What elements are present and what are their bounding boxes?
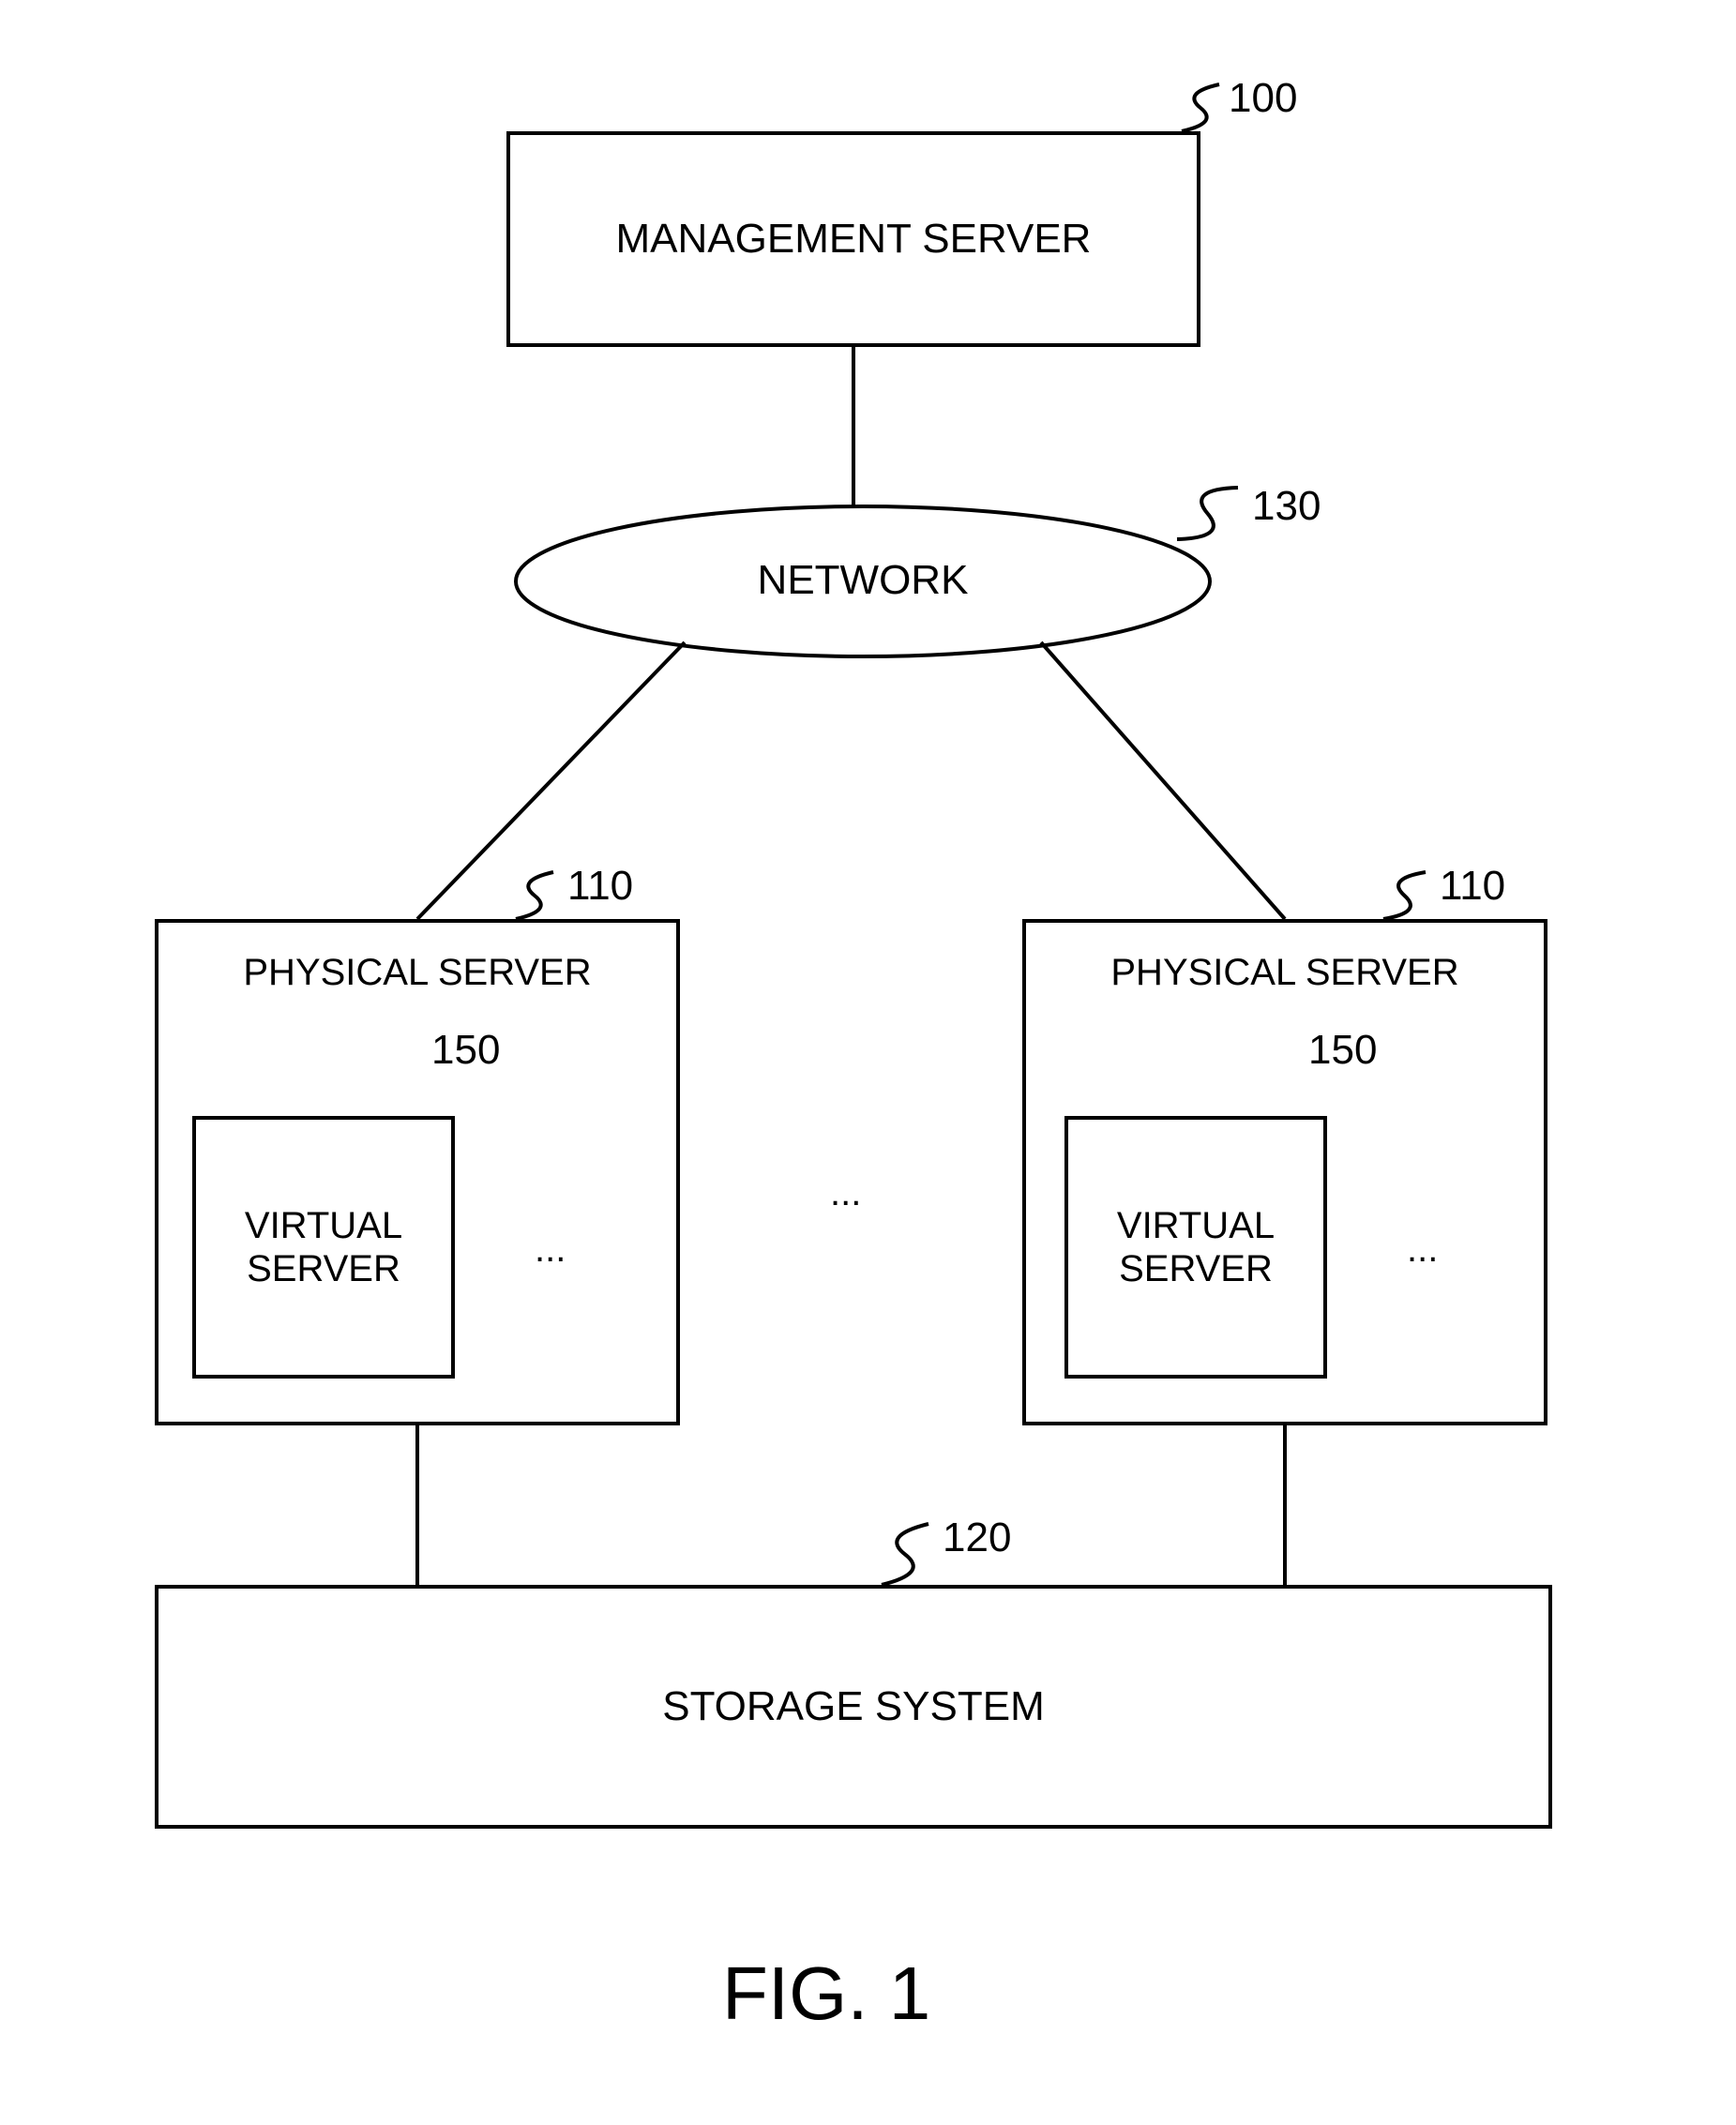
storage-system-label: STORAGE SYSTEM	[662, 1683, 1045, 1730]
network-label: NETWORK	[722, 557, 1004, 604]
physical-server-ellipsis: ...	[535, 1228, 566, 1271]
diagram-canvas: MANAGEMENT SERVER 100 NETWORK 130 PHYSIC…	[0, 0, 1736, 2125]
figure-caption: FIG. 1	[722, 1951, 930, 2037]
physical-server-ref: 110	[1440, 863, 1505, 910]
virtual-server-ref: 150	[1308, 1027, 1377, 1074]
storage-system-ref: 120	[943, 1515, 1011, 1561]
physical-server-label: PHYSICAL SERVER	[211, 952, 624, 994]
physical-server-label: PHYSICAL SERVER	[1079, 952, 1491, 994]
between-ellipsis: ...	[830, 1172, 861, 1214]
virtual-server-label: VIRTUAL SERVER	[1117, 1204, 1275, 1290]
management-server-label: MANAGEMENT SERVER	[616, 216, 1092, 263]
virtual-server-box: VIRTUAL SERVER	[192, 1116, 455, 1379]
virtual-server-label: VIRTUAL SERVER	[245, 1204, 402, 1290]
management-server-box: MANAGEMENT SERVER	[506, 131, 1200, 347]
virtual-server-ref: 150	[431, 1027, 500, 1074]
virtual-server-box: VIRTUAL SERVER	[1064, 1116, 1327, 1379]
physical-server-ellipsis: ...	[1407, 1228, 1438, 1271]
management-server-ref: 100	[1229, 75, 1297, 122]
network-ref: 130	[1252, 483, 1321, 530]
physical-server-ref: 110	[567, 863, 633, 910]
storage-system-box: STORAGE SYSTEM	[155, 1585, 1552, 1829]
